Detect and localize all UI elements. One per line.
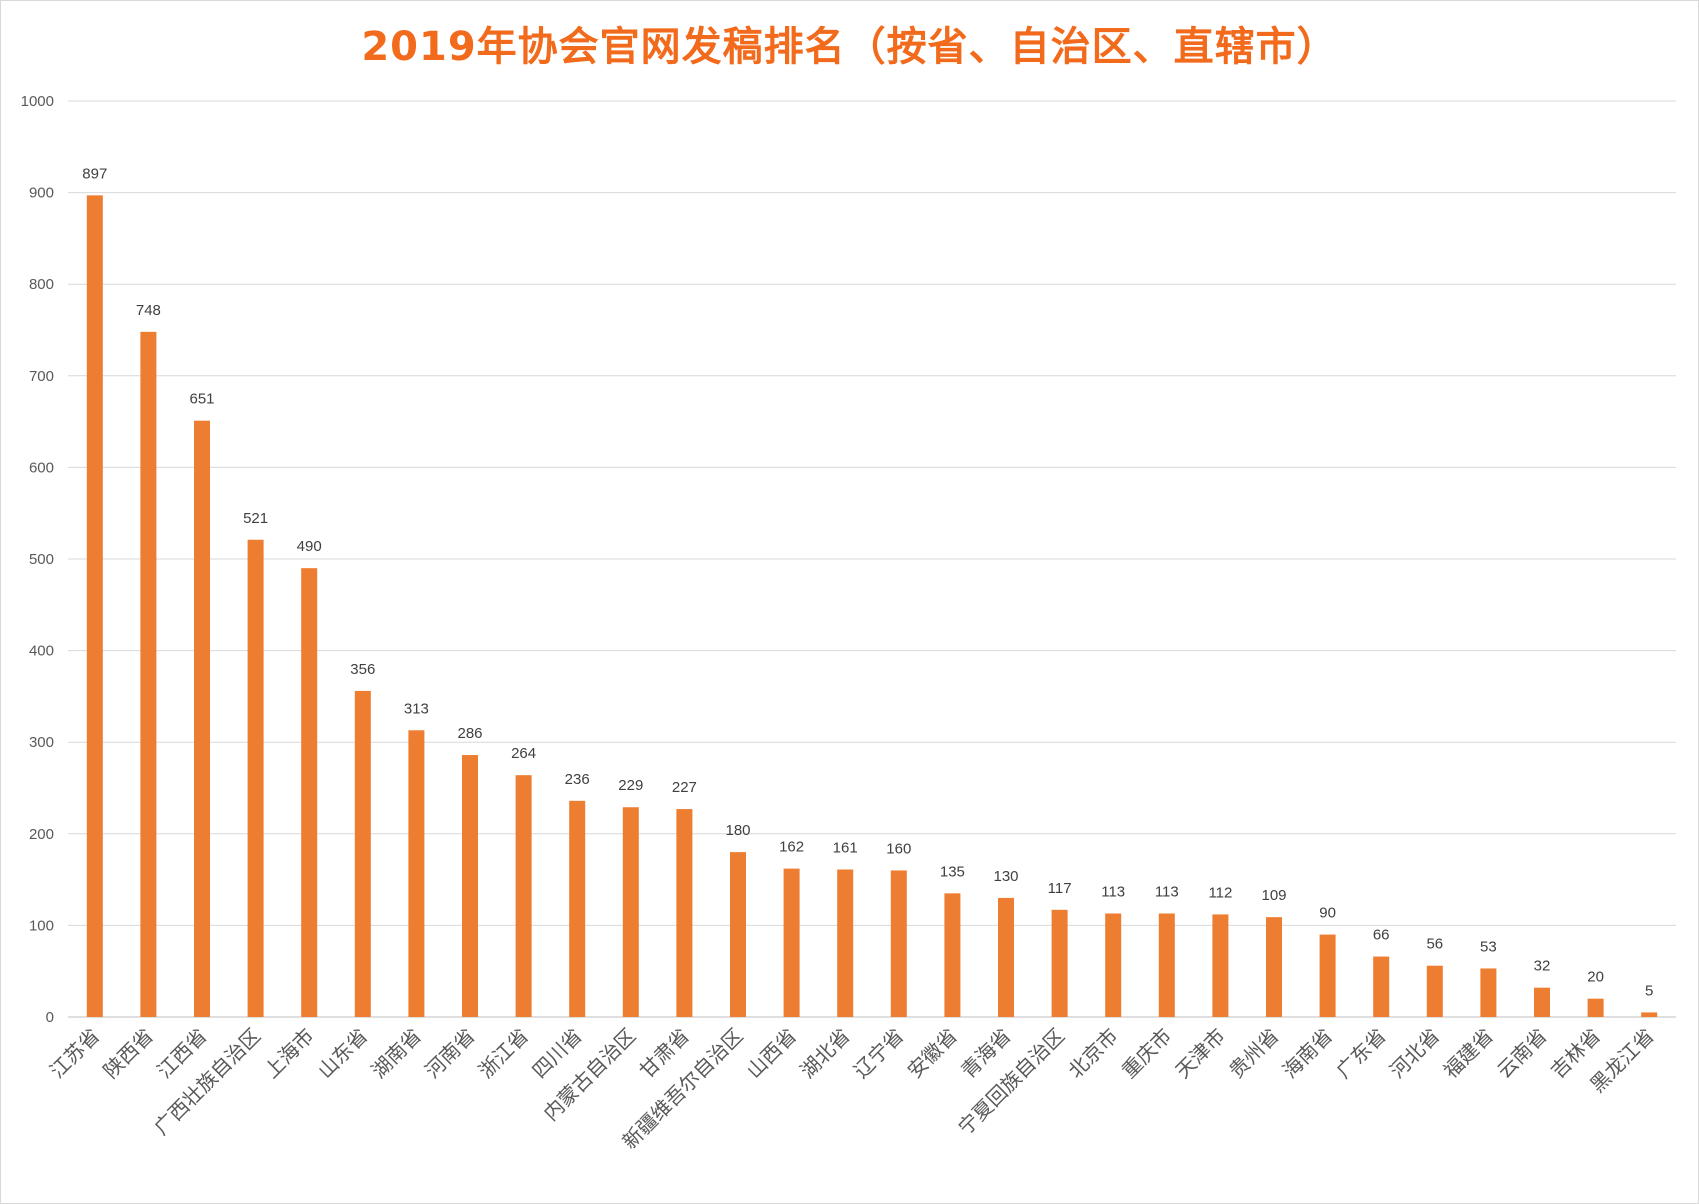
chart-title: 2019年协会官网发稿排名（按省、自治区、直辖市）	[361, 24, 1338, 70]
bar	[408, 730, 425, 1017]
data-label: 227	[672, 779, 697, 796]
bar	[1158, 913, 1175, 1017]
x-category-label: 福建省	[1439, 1024, 1498, 1083]
bar	[1105, 913, 1122, 1017]
bar	[730, 852, 746, 1017]
data-label: 117	[1048, 880, 1072, 897]
bar	[140, 331, 157, 1017]
y-tick-label: 1000	[21, 93, 54, 110]
y-tick-label: 0	[46, 1009, 54, 1026]
data-label: 53	[1480, 938, 1497, 955]
x-category-label: 天津市	[1171, 1024, 1230, 1083]
bar	[194, 420, 210, 1018]
x-category-label: 贵州省	[1224, 1024, 1283, 1083]
bar	[783, 868, 800, 1017]
data-label: 90	[1319, 905, 1336, 922]
y-tick-label: 800	[29, 276, 54, 293]
y-tick-label: 900	[29, 185, 54, 202]
bar	[1534, 987, 1550, 1017]
x-category-label: 陕西省	[99, 1024, 158, 1083]
data-label: 264	[511, 745, 536, 762]
data-label: 897	[82, 165, 107, 182]
x-category-label: 安徽省	[903, 1024, 962, 1083]
bar	[247, 539, 264, 1017]
x-axis-categories: 江苏省陕西省江西省广西壮族自治区上海市山东省湖南省河南省浙江省四川省内蒙古自治区…	[45, 1024, 1659, 1154]
data-label: 286	[457, 725, 482, 742]
x-category-label: 广东省	[1331, 1024, 1390, 1083]
x-category-label: 河北省	[1385, 1024, 1444, 1083]
bar	[1051, 909, 1068, 1017]
bar	[1426, 965, 1443, 1017]
x-category-label: 江苏省	[45, 1024, 104, 1083]
data-label: 5	[1645, 982, 1653, 999]
data-label: 180	[725, 822, 750, 839]
x-category-label: 海南省	[1278, 1024, 1337, 1083]
gridlines	[68, 100, 1676, 1018]
data-label: 161	[833, 840, 858, 857]
x-category-label: 湖南省	[367, 1024, 426, 1083]
data-label: 113	[1155, 883, 1179, 900]
y-tick-label: 600	[29, 459, 54, 476]
data-label: 313	[404, 700, 429, 717]
data-label: 748	[136, 302, 161, 319]
y-tick-label: 200	[29, 826, 54, 843]
bar	[890, 870, 907, 1017]
data-label: 56	[1426, 936, 1443, 953]
bar	[1480, 968, 1497, 1017]
bar	[676, 809, 693, 1017]
bar	[569, 800, 586, 1017]
y-tick-label: 700	[29, 368, 54, 385]
data-label: 112	[1208, 884, 1232, 901]
bar	[1266, 917, 1282, 1017]
bar	[1373, 956, 1390, 1017]
x-category-label: 河南省	[420, 1024, 479, 1083]
bars	[86, 195, 1658, 1018]
data-label: 356	[350, 661, 375, 678]
data-label: 160	[886, 840, 911, 857]
data-labels: 897 748 651 521 490 356 313 286 264 236 229 227 180 1…	[82, 165, 1653, 999]
bar	[301, 568, 318, 1017]
y-tick-label: 400	[29, 643, 54, 660]
bar	[944, 893, 961, 1017]
data-label: 32	[1534, 958, 1551, 975]
bar	[998, 897, 1014, 1017]
data-label: 651	[189, 391, 214, 408]
data-label: 521	[243, 510, 268, 527]
bar	[1212, 914, 1229, 1017]
x-category-label: 浙江省	[474, 1024, 533, 1083]
data-label: 20	[1587, 969, 1604, 986]
x-category-label: 山西省	[742, 1024, 801, 1083]
data-label: 162	[779, 839, 804, 856]
data-label: 490	[297, 538, 322, 555]
data-label: 109	[1261, 887, 1286, 904]
data-label: 135	[940, 863, 965, 880]
data-label: 229	[618, 777, 643, 794]
bar	[1587, 998, 1604, 1017]
bar	[354, 690, 371, 1017]
data-label: 113	[1101, 883, 1125, 900]
x-category-label: 辽宁省	[849, 1024, 908, 1083]
y-axis-ticks: 0 100 200 300 400 500 600 700 800 900 1000	[21, 93, 54, 1026]
bar	[1319, 934, 1336, 1017]
data-label: 236	[565, 771, 590, 788]
bar	[462, 755, 478, 1017]
bar	[515, 775, 532, 1017]
x-category-label: 湖北省	[795, 1024, 854, 1083]
x-category-label: 北京市	[1063, 1024, 1122, 1083]
bar	[86, 195, 103, 1017]
x-category-label: 云南省	[1492, 1024, 1551, 1083]
y-tick-label: 300	[29, 734, 54, 751]
bar	[837, 869, 854, 1017]
data-label: 130	[993, 868, 1018, 885]
x-category-label: 重庆市	[1117, 1024, 1176, 1083]
bar	[622, 807, 639, 1017]
y-tick-label: 100	[29, 917, 54, 934]
x-category-label: 山东省	[313, 1024, 372, 1083]
bar	[1641, 1012, 1658, 1017]
y-tick-label: 500	[29, 551, 54, 568]
data-label: 66	[1373, 927, 1390, 944]
x-category-label: 上海市	[259, 1024, 318, 1083]
